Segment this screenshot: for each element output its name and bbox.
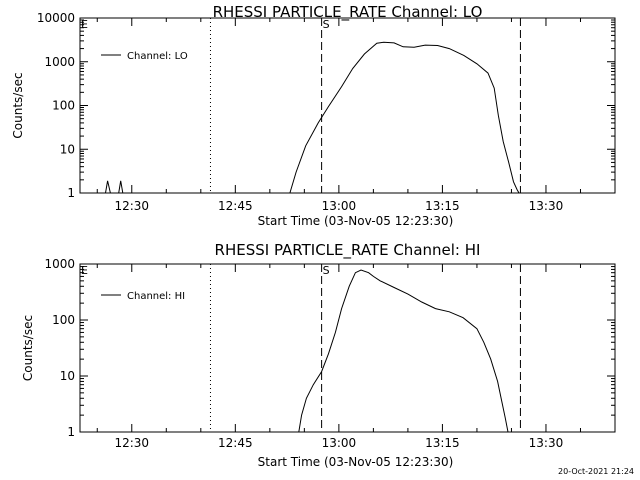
lo-event-marker-label: S: [323, 18, 330, 31]
lo-y-tick-label: 1: [67, 186, 75, 200]
hi-plot-frame: [79, 263, 616, 433]
hi-x-tick-label: 12:30: [114, 436, 149, 450]
footer-timestamp: 20-Oct-2021 21:24: [558, 467, 634, 476]
hi-x-tick-label: 13:15: [425, 436, 460, 450]
hi-event-marker-label: S: [323, 264, 330, 277]
hi-channel-panel: RHESSI PARTICLE_RATE Channel: HI Start T…: [21, 241, 616, 469]
hi-y-tick-label: 100: [52, 313, 75, 327]
hi-legend-label: Channel: HI: [127, 291, 185, 302]
hi-y-tick-label: 1: [67, 425, 75, 439]
lo-plot-frame: [79, 17, 616, 194]
lo-chart-title: RHESSI PARTICLE_RATE Channel: LO: [213, 3, 483, 22]
hi-y-tick-label: 1000: [44, 257, 75, 271]
hi-data-series-line: [298, 269, 509, 433]
lo-x-tick-label: 13:15: [425, 199, 460, 213]
hi-y-axis-label: Counts/sec: [21, 315, 35, 381]
lo-x-axis-label: Start Time (03-Nov-05 12:23:30): [258, 214, 454, 228]
hi-x-tick-label: 13:00: [322, 436, 357, 450]
hi-x-axis-label: Start Time (03-Nov-05 12:23:30): [258, 455, 454, 469]
lo-y-axis-label: Counts/sec: [11, 72, 25, 138]
hi-x-tick-label: 13:30: [529, 436, 564, 450]
hi-x-tick-label: 12:45: [218, 436, 253, 450]
lo-y-tick-label: 1000: [44, 55, 75, 69]
lo-y-tick-label: 10000: [37, 11, 75, 25]
lo-channel-panel: RHESSI PARTICLE_RATE Channel: LO Start T…: [11, 3, 616, 228]
hi-edge-marker-label: E: [81, 264, 88, 277]
lo-legend-label: Channel: LO: [127, 51, 188, 62]
lo-x-tick-label: 12:45: [218, 199, 253, 213]
lo-x-tick-label: 13:00: [322, 199, 357, 213]
lo-x-tick-label: 13:30: [529, 199, 564, 213]
hi-chart-title: RHESSI PARTICLE_RATE Channel: HI: [215, 241, 481, 260]
lo-x-tick-label: 12:30: [114, 199, 149, 213]
lo-y-tick-label: 100: [52, 99, 75, 113]
hi-y-tick-label: 10: [60, 369, 75, 383]
lo-y-tick-label: 10: [60, 142, 75, 156]
lo-edge-marker-label: E: [81, 18, 88, 31]
lo-data-series-line: [105, 41, 520, 194]
